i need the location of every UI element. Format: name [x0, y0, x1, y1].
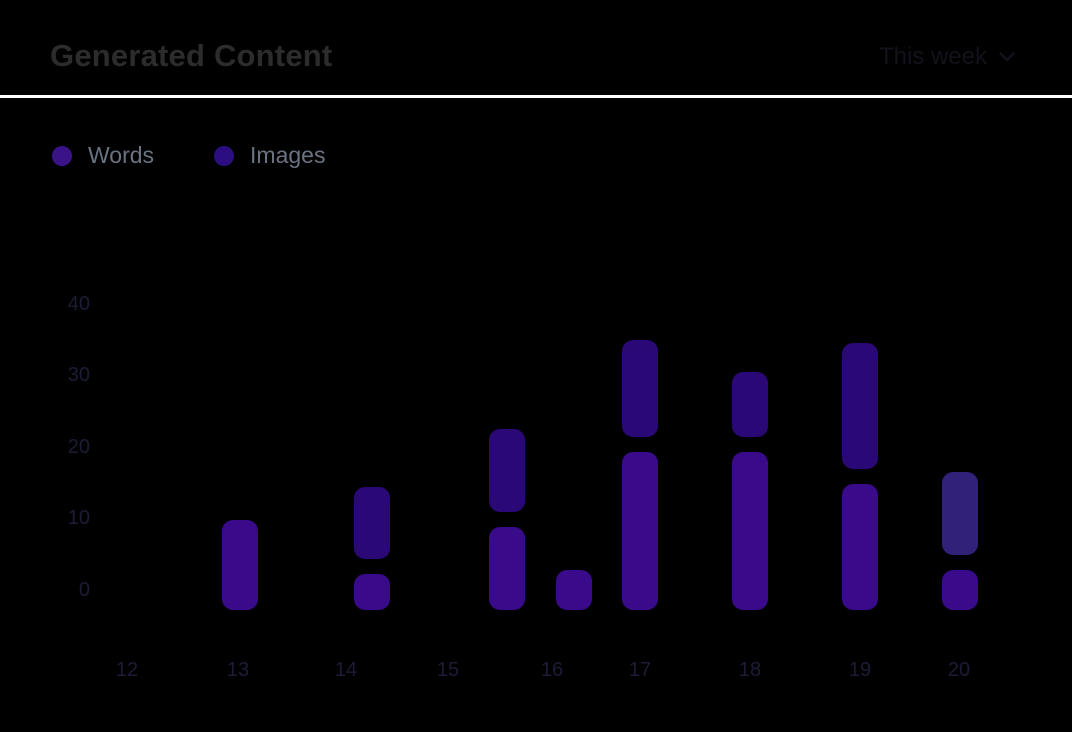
x-axis-tick-19: 19 [848, 659, 872, 681]
legend-label: Words [88, 142, 155, 168]
x-axis-tick-16: 16 [540, 659, 564, 681]
y-axis-tick-30: 30 [67, 364, 90, 386]
x-axis-tick-20: 20 [947, 659, 971, 681]
bar-images-day-15[interactable] [489, 429, 525, 512]
x-axis-tick-15: 15 [436, 659, 460, 681]
bar-images-day-19[interactable] [842, 343, 878, 469]
chart-legend: Words Images [52, 142, 385, 169]
images-legend-dot-icon [214, 145, 235, 166]
words-legend-dot-icon [52, 145, 72, 166]
bar-images-day-14[interactable] [354, 487, 390, 559]
legend-item-words[interactable]: Words [52, 142, 154, 169]
y-axis-tick-10: 10 [67, 507, 90, 529]
x-axis-tick-14: 14 [334, 659, 358, 681]
bar-images-day-20[interactable] [942, 472, 978, 555]
y-axis-tick-40: 40 [67, 293, 90, 315]
y-axis-tick-20: 20 [67, 436, 90, 458]
header-divider [0, 95, 1072, 98]
page-title: Generated Content [50, 38, 333, 73]
bar-words-day-20[interactable] [942, 570, 978, 610]
bar-words-day-17[interactable] [622, 452, 658, 610]
chevron-down-icon [999, 52, 1015, 62]
bar-words-day-18[interactable] [732, 452, 768, 610]
bar-words-day-19[interactable] [842, 484, 878, 610]
legend-item-images[interactable]: Images [214, 142, 325, 169]
bar-words-day-15[interactable] [489, 527, 525, 610]
bar-words-day-16[interactable] [556, 570, 592, 610]
bar-images-day-17[interactable] [622, 340, 658, 437]
x-axis-tick-12: 12 [115, 659, 139, 681]
bar-words-day-14[interactable] [354, 574, 390, 610]
x-axis-tick-18: 18 [738, 659, 762, 681]
legend-label: Images [250, 142, 326, 168]
bar-words-day-13[interactable] [222, 520, 258, 610]
time-range-dropdown[interactable]: This week [879, 42, 1015, 72]
bar-images-day-18[interactable] [732, 372, 768, 437]
y-axis-tick-0: 0 [78, 579, 90, 601]
time-range-label: This week [878, 43, 987, 70]
x-axis-tick-17: 17 [628, 659, 652, 681]
x-axis-tick-13: 13 [226, 659, 250, 681]
